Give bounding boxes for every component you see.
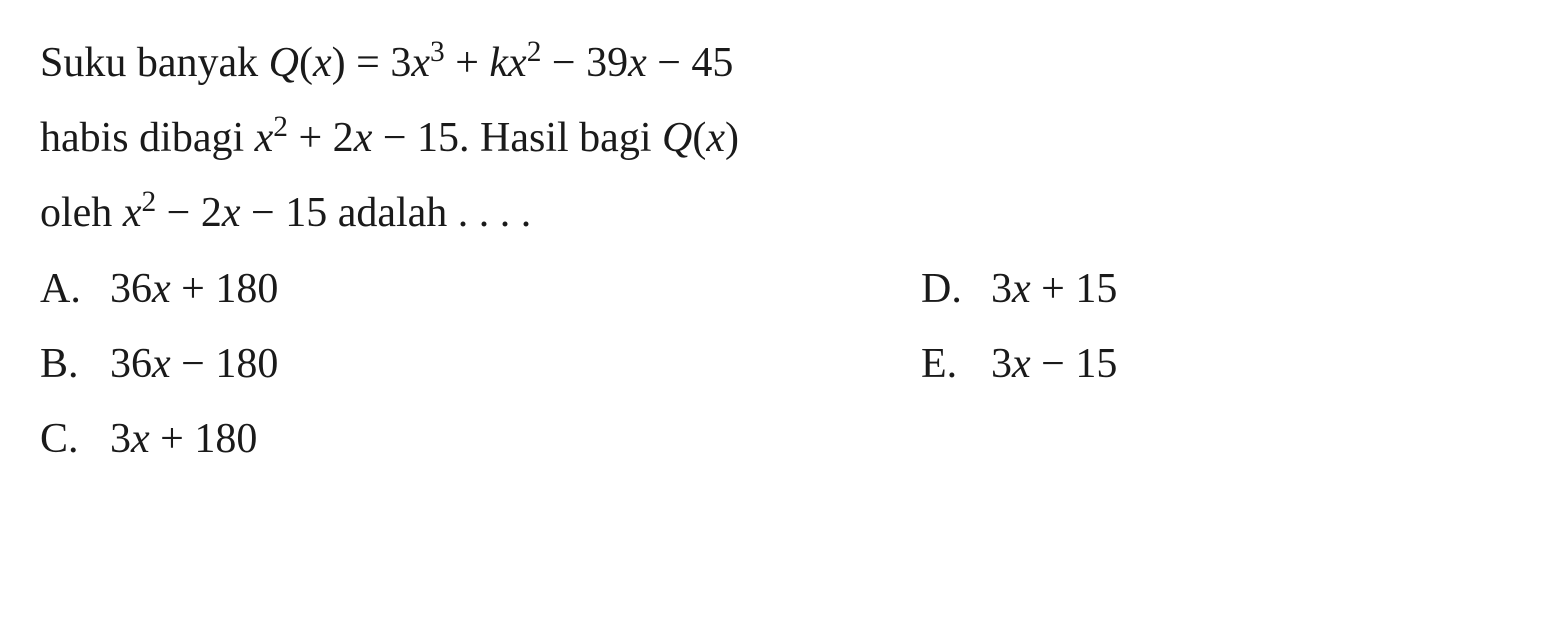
variable-x: x xyxy=(152,266,171,312)
variable-x: x xyxy=(411,40,430,86)
option-label-d: D. xyxy=(921,256,991,323)
constant: − 180 xyxy=(171,341,279,387)
constant-end: − 45 xyxy=(647,40,734,86)
variable-x: x xyxy=(255,115,274,161)
option-label-b: B. xyxy=(40,331,110,398)
exponent-3: 3 xyxy=(430,36,445,68)
variable-x: x xyxy=(131,416,150,462)
coefficient: 36 xyxy=(110,341,152,387)
option-c: C. 3x + 180 xyxy=(40,406,641,473)
text-prefix: habis dibagi xyxy=(40,115,255,161)
constant: + 15 xyxy=(1031,266,1118,312)
coefficient: 36 xyxy=(110,266,152,312)
variable-x: x xyxy=(313,40,332,86)
question-line-1: Suku banyak Q(x) = 3x3 + kx2 − 39x − 45 xyxy=(40,30,1522,97)
paren-close: ) xyxy=(725,115,739,161)
option-c-value: 3x + 180 xyxy=(110,406,257,473)
minus-part: − 39 xyxy=(541,40,628,86)
option-label-e: E. xyxy=(921,331,991,398)
coefficient: 3 xyxy=(110,416,131,462)
variable-x: x xyxy=(354,115,373,161)
coefficient: 3 xyxy=(991,266,1012,312)
variable-x: x xyxy=(1012,341,1031,387)
equals-part: ) = 3 xyxy=(332,40,412,86)
variable-x: x xyxy=(706,115,725,161)
plus-sign: + xyxy=(445,40,490,86)
exponent-2: 2 xyxy=(141,186,156,218)
constant: − 15 xyxy=(1031,341,1118,387)
text-end: − 15 adalah . . . . xyxy=(241,190,532,236)
option-d: D. 3x + 15 xyxy=(921,256,1522,323)
exponent-2: 2 xyxy=(527,36,542,68)
coefficient: 3 xyxy=(991,341,1012,387)
variable-x: x xyxy=(628,40,647,86)
option-e-value: 3x − 15 xyxy=(991,331,1117,398)
exponent-2: 2 xyxy=(273,111,288,143)
text-prefix: Suku banyak xyxy=(40,40,269,86)
variable-q: Q xyxy=(269,40,299,86)
answer-options: A. 36x + 180 D. 3x + 15 B. 36x − 180 E. … xyxy=(40,256,1522,474)
option-a: A. 36x + 180 xyxy=(40,256,641,323)
option-label-c: C. xyxy=(40,406,110,473)
plus-part: + 2 xyxy=(288,115,354,161)
option-b-value: 36x − 180 xyxy=(110,331,278,398)
constant: + 180 xyxy=(171,266,279,312)
paren-open: ( xyxy=(299,40,313,86)
variable-x: x xyxy=(152,341,171,387)
question-line-3: oleh x2 − 2x − 15 adalah . . . . xyxy=(40,180,1522,247)
constant: + 180 xyxy=(150,416,258,462)
minus-part: − 2 xyxy=(156,190,222,236)
option-b: B. 36x − 180 xyxy=(40,331,641,398)
option-a-value: 36x + 180 xyxy=(110,256,278,323)
variable-x: x xyxy=(222,190,241,236)
option-e: E. 3x − 15 xyxy=(921,331,1522,398)
question-line-2: habis dibagi x2 + 2x − 15. Hasil bagi Q(… xyxy=(40,105,1522,172)
math-problem: Suku banyak Q(x) = 3x3 + kx2 − 39x − 45 … xyxy=(40,30,1522,473)
variable-x: x xyxy=(123,190,142,236)
text-end: − 15. Hasil bagi xyxy=(372,115,662,161)
variable-q: Q xyxy=(662,115,692,161)
text-prefix: oleh xyxy=(40,190,123,236)
variable-kx: kx xyxy=(489,40,526,86)
option-label-a: A. xyxy=(40,256,110,323)
paren-open: ( xyxy=(692,115,706,161)
option-d-value: 3x + 15 xyxy=(991,256,1117,323)
variable-x: x xyxy=(1012,266,1031,312)
